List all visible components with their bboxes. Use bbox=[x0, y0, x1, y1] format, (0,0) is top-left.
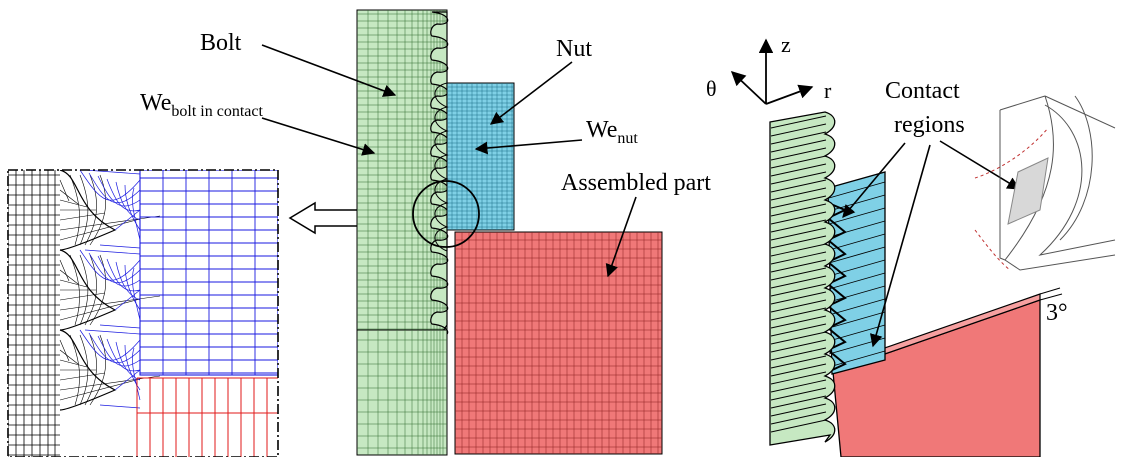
contact-region-patch bbox=[1007, 157, 1049, 225]
bolt-arrow bbox=[261, 44, 397, 97]
angle-label: 3° bbox=[1046, 300, 1068, 326]
theta-axis-label: θ bbox=[706, 76, 717, 101]
contact-arrow-2 bbox=[869, 144, 931, 348]
sector-3d-model: z θ r 3° Contact regions bbox=[706, 32, 1116, 457]
we-nut-label: Wenut bbox=[586, 117, 638, 147]
bolt-thread-mesh-zoom bbox=[8, 170, 161, 457]
zoom-frame bbox=[7, 169, 279, 457]
bolt-3d bbox=[769, 111, 836, 446]
detail-circle bbox=[412, 180, 480, 248]
assembled-part-mesh bbox=[454, 231, 663, 455]
nut-mesh bbox=[434, 82, 515, 252]
nut-thread-mesh-zoom bbox=[79, 170, 278, 409]
we-nut-arrow bbox=[474, 139, 583, 155]
bolt-mesh bbox=[356, 9, 449, 456]
assembled-part-label: Assembled part bbox=[561, 170, 711, 196]
r-axis bbox=[765, 84, 814, 105]
nut-label: Nut bbox=[556, 36, 592, 62]
z-axis-label: z bbox=[781, 32, 791, 57]
theta-axis bbox=[730, 71, 767, 105]
contact-arrow-3 bbox=[939, 140, 1021, 190]
contact-regions-label-2: regions bbox=[894, 112, 965, 138]
contact-detail-sketch bbox=[974, 95, 1116, 271]
we-bolt-arrow bbox=[261, 117, 376, 156]
angle-line-2 bbox=[1039, 293, 1063, 301]
bolt-label: Bolt bbox=[200, 30, 242, 56]
zoomed-mesh-panel bbox=[7, 169, 279, 457]
we-bolt-label: Webolt in contact bbox=[140, 90, 263, 120]
angle-line bbox=[1039, 287, 1061, 295]
contact-arrow-1 bbox=[842, 142, 906, 218]
contact-regions-label-1: Contact bbox=[885, 78, 960, 104]
part-mesh-zoom bbox=[136, 377, 278, 457]
nut-arrow bbox=[489, 61, 573, 125]
center-mesh bbox=[356, 9, 663, 456]
r-axis-label: r bbox=[824, 78, 832, 103]
assembled-part-arrow bbox=[605, 196, 637, 278]
